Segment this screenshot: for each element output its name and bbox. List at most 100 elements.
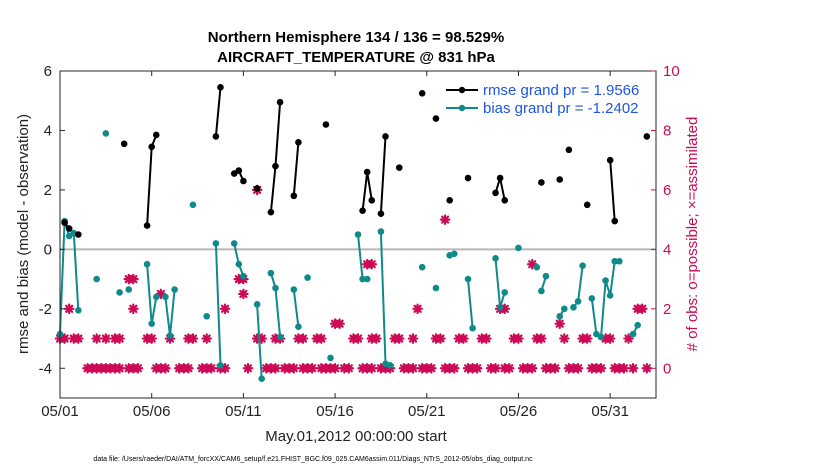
obs-stroke — [367, 260, 376, 269]
bias-point — [93, 275, 100, 283]
bias-point — [386, 362, 394, 369]
obs-stroke — [642, 364, 651, 373]
rmse-point — [464, 174, 472, 182]
obs-point — [407, 333, 419, 344]
obs-stroke — [115, 364, 124, 373]
bias-point — [611, 257, 619, 265]
obs-stroke — [573, 364, 583, 373]
rmse-point — [432, 115, 440, 122]
obs-point — [513, 333, 524, 344]
legend-rmse-label: rmse grand pr = 1.9566 — [483, 82, 639, 99]
obs-point — [242, 362, 254, 374]
rmse-point — [148, 143, 155, 151]
obs-stroke — [133, 364, 143, 373]
bias-point — [276, 333, 284, 341]
y-axis-ticks: -4 -2 0 2 4 6 — [39, 63, 65, 377]
bias-point — [152, 293, 160, 301]
obs-point — [636, 303, 648, 315]
bias-point — [272, 284, 279, 292]
obs-point — [490, 362, 501, 374]
bias-point — [189, 201, 197, 209]
bias-point — [359, 275, 366, 283]
bias-point — [469, 324, 476, 332]
obs-markers — [54, 184, 653, 374]
bias-point — [629, 330, 637, 338]
obs-stroke — [596, 364, 606, 373]
bias-point — [295, 323, 302, 330]
rmse-point — [538, 179, 545, 186]
obs-point — [205, 362, 217, 374]
rmse-point — [272, 162, 279, 170]
bias-point — [217, 362, 224, 369]
obs-point — [536, 333, 547, 344]
obs-stroke — [101, 334, 110, 343]
rmse-point — [217, 84, 224, 91]
obs-stroke — [555, 319, 564, 328]
y-right-tick-label: 4 — [663, 241, 671, 258]
obs-stroke — [367, 364, 376, 373]
rmse-point — [395, 164, 403, 171]
bias-point — [327, 354, 334, 362]
bias-point — [377, 228, 385, 235]
bias-point — [501, 289, 509, 296]
rmse-point — [276, 98, 284, 106]
obs-point — [219, 362, 231, 374]
obs-point — [306, 362, 318, 374]
obs-stroke — [188, 334, 198, 343]
rmse-point — [501, 197, 509, 204]
rmse-point — [253, 185, 261, 192]
bias-point — [556, 312, 564, 320]
obs-point — [366, 258, 378, 270]
rmse-point — [212, 133, 220, 140]
bias-point — [574, 298, 582, 305]
rmse-point — [611, 217, 619, 225]
obs-stroke — [514, 334, 523, 343]
bias-point — [171, 286, 178, 293]
obs-stroke — [220, 364, 230, 373]
bias-point — [230, 240, 238, 247]
obs-point — [297, 333, 309, 344]
obs-point — [641, 362, 653, 374]
y-axis-label: rmse and bias (model - observation) — [15, 114, 32, 354]
y-tick-label: -4 — [39, 360, 52, 377]
obs-stroke — [344, 364, 353, 373]
obs-point — [503, 362, 515, 374]
x-axis-ticks: 05/01 05/06 05/11 05/16 05/21 05/26 05/31 — [41, 71, 629, 420]
bias-point — [496, 304, 504, 311]
obs-point — [219, 303, 231, 315]
legend-box — [443, 78, 648, 122]
obs-point — [132, 362, 144, 374]
obs-point — [201, 333, 213, 344]
rmse-segment — [609, 160, 616, 222]
bias-point — [166, 332, 174, 339]
obs-stroke — [583, 334, 592, 343]
bias-point — [450, 250, 458, 258]
bias-point — [363, 275, 371, 283]
obs-point — [554, 318, 566, 329]
obs-stroke — [528, 260, 537, 269]
obs-stroke — [628, 364, 638, 373]
obs-stroke — [161, 364, 170, 373]
obs-point — [73, 333, 84, 344]
obs-point — [288, 362, 300, 374]
bias-segment — [256, 304, 263, 379]
obs-stroke — [147, 334, 156, 343]
bias-point — [464, 275, 472, 283]
bias-point — [235, 260, 243, 268]
bias-point — [602, 277, 609, 284]
bias-segment — [214, 243, 222, 366]
rmse-point — [143, 222, 151, 229]
plot-frame — [59, 70, 657, 399]
legend-bias-marker — [458, 104, 466, 112]
obs-stroke — [289, 364, 298, 373]
chart-title: Northern Hemisphere 134 / 136 = 98.529% — [208, 29, 504, 46]
obs-point — [352, 333, 364, 344]
obs-stroke — [606, 334, 615, 343]
rmse-point — [61, 219, 68, 226]
bias-point — [354, 231, 362, 238]
y-tick-label: 2 — [44, 182, 52, 199]
obs-stroke — [65, 304, 74, 313]
bias-segment — [467, 279, 474, 329]
obs-point — [329, 362, 341, 374]
